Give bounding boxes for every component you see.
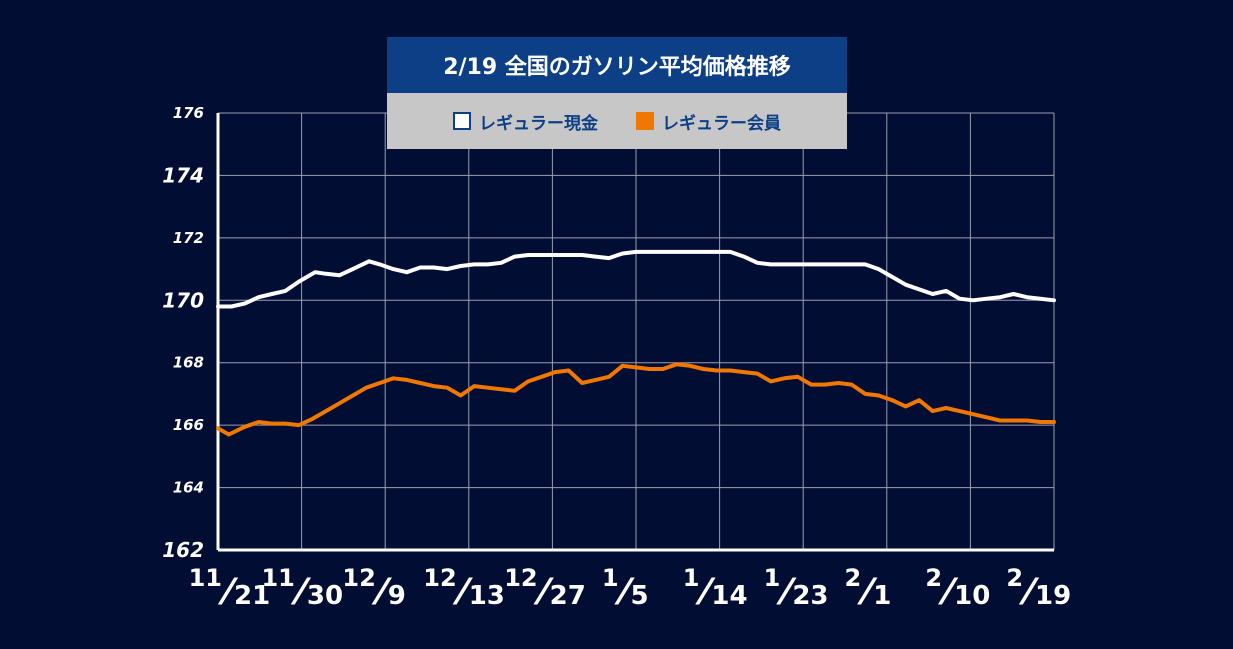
x-tick-part: 30 <box>307 581 343 611</box>
x-tick-part: 27 <box>550 581 586 611</box>
x-tick-label: 1 ⁄ 5 <box>602 564 649 613</box>
y-tick-label: 176 <box>173 104 204 122</box>
series-line-member <box>216 362 1056 437</box>
x-tick-label: 2 ⁄ 1 <box>845 564 892 613</box>
y-tick-label: 170 <box>162 288 204 312</box>
x-tick-part: 10 <box>954 581 990 611</box>
x-tick-part: 11 <box>189 564 222 592</box>
x-tick-label: 11 ⁄ 30 <box>261 564 343 613</box>
legend-label-cash: レギュラー現金 <box>479 113 598 134</box>
legend-swatch-cash <box>453 112 471 130</box>
x-tick-part: 5 <box>631 581 649 611</box>
x-tick-label: 12 ⁄ 27 <box>504 564 586 613</box>
x-tick-label: 2 ⁄ 19 <box>1006 564 1071 613</box>
x-tick-part: 12 <box>504 564 537 592</box>
x-tick-part: 12 <box>342 564 375 592</box>
x-tick-part: 23 <box>792 581 828 611</box>
x-tick-label: 12 ⁄ 9 <box>342 564 406 613</box>
legend-item-member: レギュラー会員 <box>636 109 781 134</box>
x-tick-part: 14 <box>711 581 747 611</box>
x-tick-part: 2 <box>925 564 942 592</box>
legend-item-cash: レギュラー現金 <box>453 109 598 134</box>
x-tick-part: 21 <box>234 581 270 611</box>
x-tick-part: 2 <box>1006 564 1023 592</box>
y-tick-label: 174 <box>162 163 204 187</box>
x-tick-part: 13 <box>469 581 505 611</box>
x-tick-label: 1 ⁄ 14 <box>683 564 748 613</box>
y-tick-label: 168 <box>173 354 204 372</box>
y-tick-label: 166 <box>173 416 204 434</box>
x-tick-label: 2 ⁄ 10 <box>925 564 990 613</box>
x-tick-part: 1 <box>602 564 619 592</box>
x-tick-part: 2 <box>845 564 862 592</box>
series-line-cash <box>216 249 1056 309</box>
x-tick-part: 11 <box>261 564 294 592</box>
x-tick-label: 11 ⁄ 21 <box>189 564 271 613</box>
x-tick-label: 1 ⁄ 23 <box>764 564 829 613</box>
legend-swatch-member <box>636 112 654 130</box>
chart-legend: レギュラー現金 レギュラー会員 <box>387 93 847 149</box>
chart-title: 2/19 全国のガソリン平均価格推移 <box>443 55 791 80</box>
legend-label-member: レギュラー会員 <box>662 113 781 134</box>
y-tick-label: 172 <box>173 229 204 247</box>
x-tick-label: 12 ⁄ 13 <box>423 564 505 613</box>
y-tick-label: 164 <box>173 479 204 497</box>
x-tick-part: 1 <box>764 564 781 592</box>
y-tick-label: 162 <box>162 538 204 562</box>
chart-title-box: 2/19 全国のガソリン平均価格推移 <box>387 37 847 93</box>
x-tick-part: 12 <box>423 564 456 592</box>
x-tick-part: 1 <box>683 564 700 592</box>
x-tick-part: 1 <box>873 581 891 611</box>
x-tick-part: 9 <box>388 581 406 611</box>
x-tick-part: 19 <box>1035 581 1071 611</box>
